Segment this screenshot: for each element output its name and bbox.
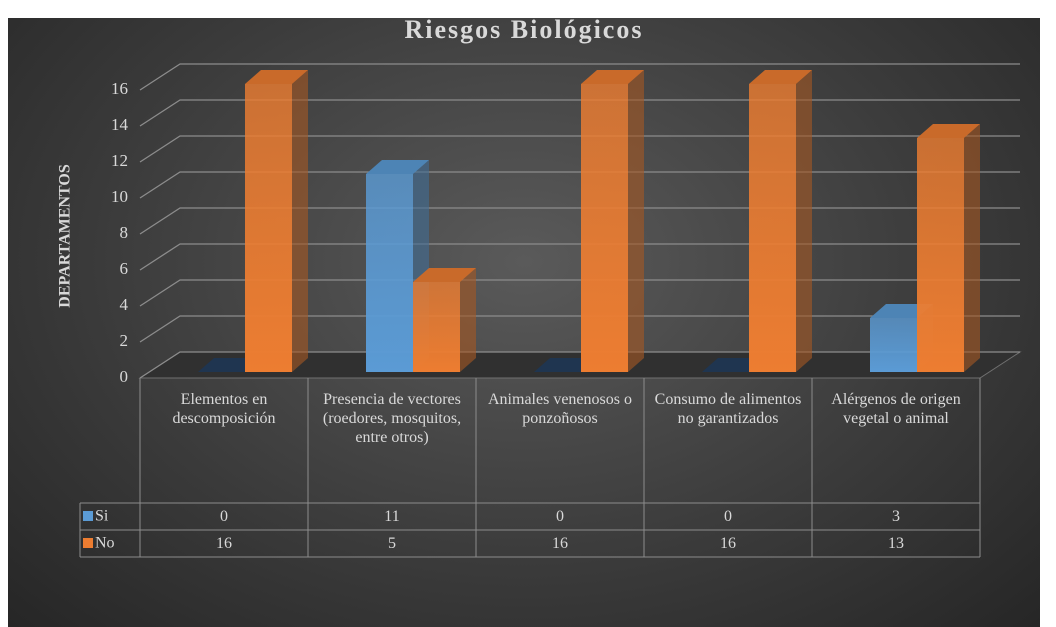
bar-side [628,70,644,372]
bar [581,84,628,372]
table-value: 16 [720,535,736,552]
y-tick-label: 6 [120,259,129,278]
bar-side [460,268,476,372]
category-label: Animales venenosos o ponzoñosos [488,391,632,427]
y-tick-label: 2 [120,331,129,350]
table-value: 11 [384,508,400,525]
grid-line [139,207,1020,235]
bar [366,174,413,372]
grid-line [139,99,1020,127]
bar [413,282,460,372]
y-axis-label: DEPARTAMENTOS [57,164,74,308]
category-label: Elementos en descomposición [172,391,276,427]
y-tick-label: 8 [120,223,129,242]
bar [870,318,917,372]
bar-side [796,70,812,372]
bar-side [292,70,308,372]
bar-top [581,70,644,84]
category-label: Consumo de alimentos no garantizados [654,391,802,427]
bar-top [413,268,476,282]
chart: Riesgos Biológicos DEPARTAMENTOS 0 2 4 6 8 10… [57,18,1022,558]
legend-swatch [83,511,93,521]
grid-line [139,243,1020,271]
table-value: 5 [388,535,396,552]
table-value: 16 [216,535,232,552]
grid-line [139,279,1020,307]
grid-line [139,171,1020,199]
bar [917,138,964,372]
y-tick-label: 14 [111,115,129,134]
bar-top [245,70,308,84]
y-tick-label: 4 [120,295,129,314]
grid-line [139,135,1020,163]
grid-line [139,351,1020,379]
table-value: 0 [220,508,228,525]
y-tick-label: 0 [120,367,129,386]
legend-label: Si [95,508,109,525]
table-value: 16 [552,535,568,552]
category-label: Alérgenos de origen vegetal o animal [831,391,961,427]
grid-line [139,63,1020,91]
bar [245,84,292,372]
chart-title: Riesgos Biológicos [405,18,644,44]
table-value: 0 [724,508,732,525]
table-value: 3 [892,508,900,525]
bar-top [917,124,980,138]
bar-top [366,160,429,174]
bar [749,84,796,372]
legend-swatch [83,538,93,548]
table-value: 13 [888,535,904,552]
bar-top [749,70,812,84]
y-tick-label: 12 [111,151,128,170]
bar-side [964,124,980,372]
y-tick-label: 16 [111,79,128,98]
category-label: Presencia de vectores (roedores, mosquit… [322,391,462,446]
chart-area: Riesgos Biológicos DEPARTAMENTOS 0 2 4 6 8 10… [8,18,1040,627]
grid-line [139,315,1020,343]
table-value: 0 [556,508,564,525]
legend-label: No [95,535,115,552]
y-tick-label: 10 [111,187,128,206]
